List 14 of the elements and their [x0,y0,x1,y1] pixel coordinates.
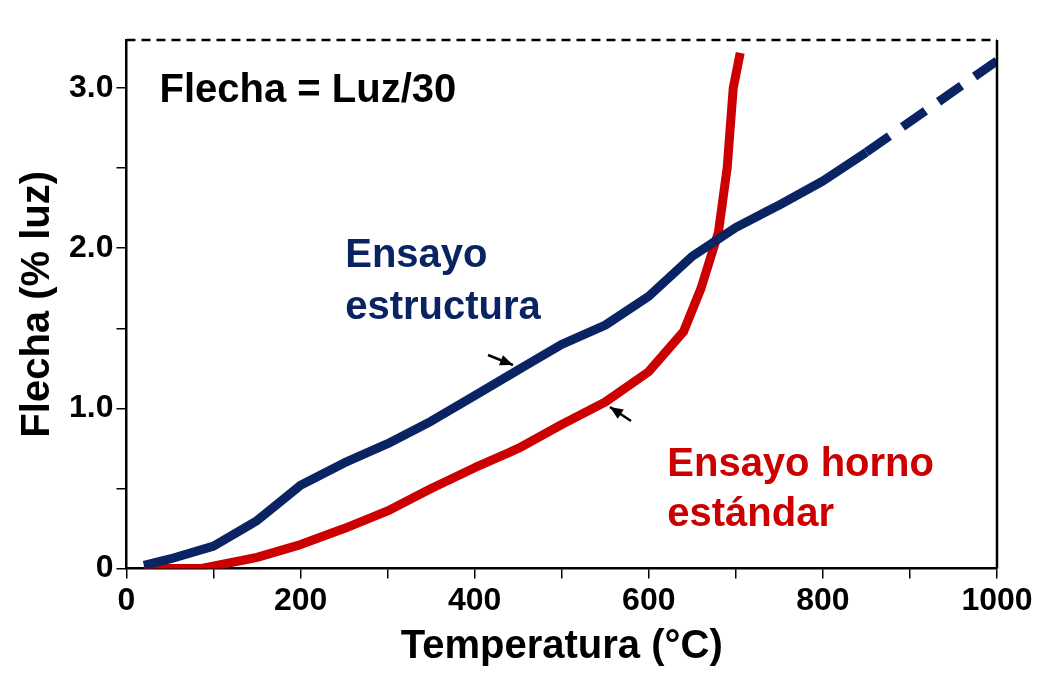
x-tick-label: 600 [622,580,676,617]
x-tick-label: 1000 [961,580,1033,617]
y-tick-label: 1.0 [69,388,114,425]
y-tick-label: 2.0 [69,228,114,265]
y-tick-label: 0 [95,548,114,585]
ref-line-label: Flecha = Luz/30 [159,66,457,110]
x-tick-label: 200 [273,580,328,617]
y-tick-label: 3.0 [69,67,114,104]
x-tick-label: 400 [448,580,502,617]
y-axis-title: Flecha (% luz) [13,170,58,438]
x-axis-title: Temperatura (°C) [400,622,723,667]
series-label: Ensayo estructura [345,230,542,327]
x-tick-label: 800 [796,580,850,617]
series-label: Ensayo horno estándar [667,440,934,535]
